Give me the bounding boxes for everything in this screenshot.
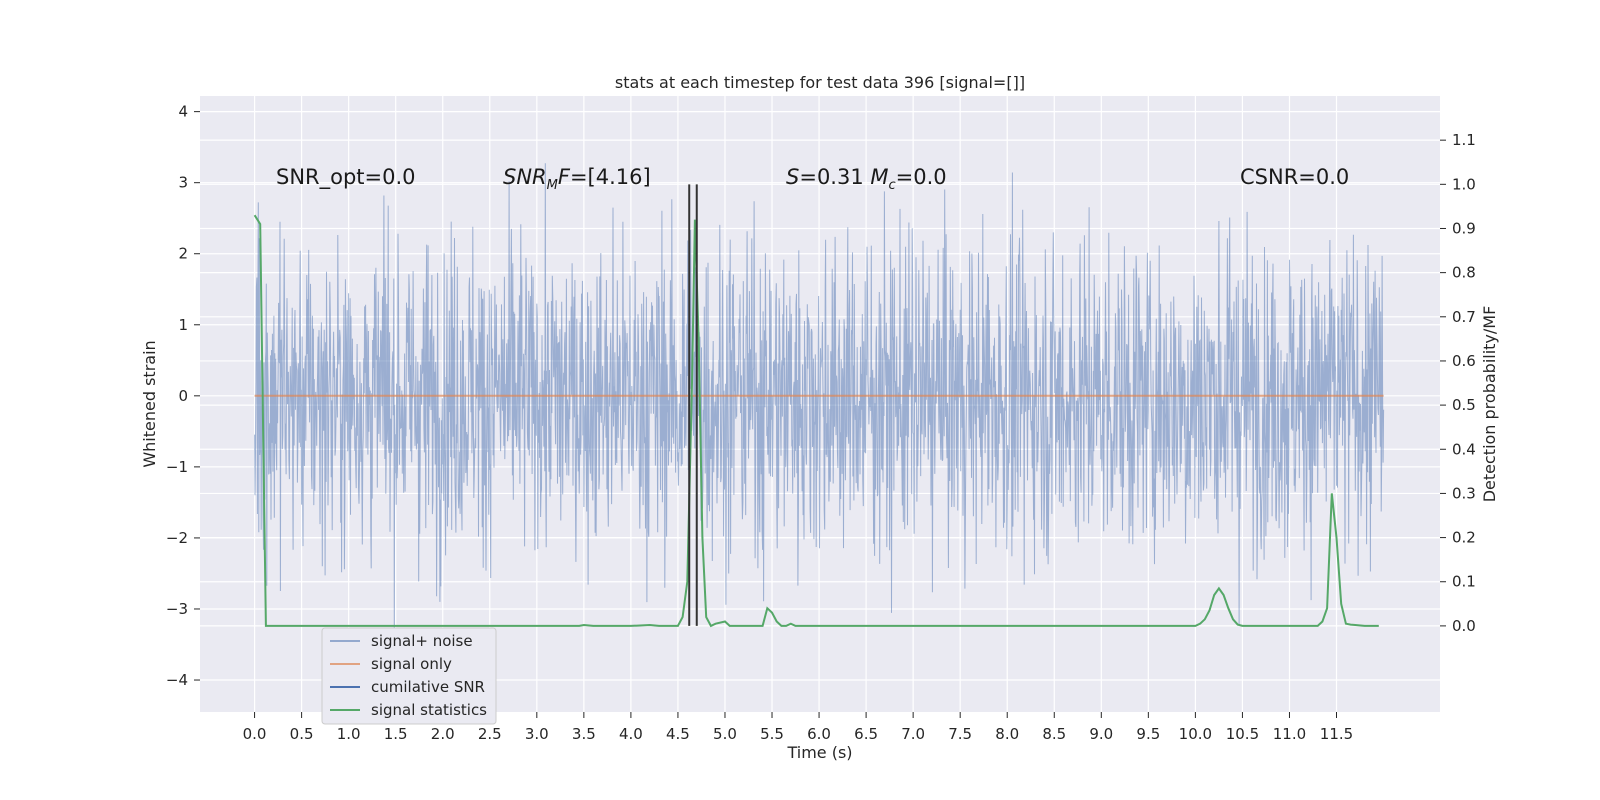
y2-tick-label: 0.6 xyxy=(1452,352,1476,370)
x-tick-label: 2.5 xyxy=(478,725,502,743)
x-tick-label: 11.0 xyxy=(1273,725,1306,743)
grid-lines xyxy=(200,96,1440,712)
x-tick-label: 10.5 xyxy=(1226,725,1259,743)
x-tick-label: 4.0 xyxy=(619,725,643,743)
annotation-s-mc: S=0.31 Mc=0.0 xyxy=(786,165,947,193)
y2-tick-label: 0.8 xyxy=(1452,264,1476,282)
legend-label-signal-only: signal only xyxy=(371,655,452,673)
x-tick-label: 1.0 xyxy=(337,725,361,743)
y2-tick-label: 0.3 xyxy=(1452,484,1476,502)
tick-labels: 0.0 0.5 1.0 1.5 2.0 2.5 3.0 3.5 4.0 4.5 5.0 5.5 6.0 6… xyxy=(166,103,1476,743)
legend-label-signal-noise: signal+ noise xyxy=(371,632,473,650)
x-tick-label: 1.5 xyxy=(384,725,408,743)
x-tick-label: 2.0 xyxy=(431,725,455,743)
x-tick-label: 9.0 xyxy=(1089,725,1113,743)
annotation-snr-opt: SNR_opt=0.0 xyxy=(276,165,416,190)
x-tick-label: 7.0 xyxy=(901,725,925,743)
y2-tick-label: 0.0 xyxy=(1452,617,1476,635)
y-axis-label: Whitened strain xyxy=(140,340,159,467)
line-series xyxy=(253,214,1384,628)
y-tick-label: 1 xyxy=(178,316,188,334)
x-tick-label: 0.0 xyxy=(243,725,267,743)
x-tick-label: 8.0 xyxy=(995,725,1019,743)
y-tick-label: 2 xyxy=(178,245,188,263)
x-tick-label: 3.5 xyxy=(572,725,596,743)
x-tick-label: 8.5 xyxy=(1042,725,1066,743)
x-tick-label: 3.0 xyxy=(525,725,549,743)
y2-tick-label: 0.1 xyxy=(1452,573,1476,591)
y-tick-label: 0 xyxy=(178,387,188,405)
y-tick-label: 3 xyxy=(178,174,188,192)
x-tick-label: 5.5 xyxy=(760,725,784,743)
y-tick-label: 4 xyxy=(178,103,188,121)
signal-statistics-line xyxy=(253,214,1379,628)
x-tick-label: 9.5 xyxy=(1136,725,1160,743)
y-tick-label: −3 xyxy=(166,600,188,618)
y2-tick-label: 0.5 xyxy=(1452,396,1476,414)
y2-tick-label: 0.4 xyxy=(1452,440,1476,458)
annotation-snr-mf: SNRMF=[4.16] xyxy=(503,165,651,193)
y-tick-label: −2 xyxy=(166,529,188,547)
signal-noise-line xyxy=(254,163,1385,638)
y-tick-label: −1 xyxy=(166,458,188,476)
x-tick-label: 7.5 xyxy=(948,725,972,743)
x-tick-label: 0.5 xyxy=(290,725,314,743)
y2-tick-label: 1.0 xyxy=(1452,175,1476,193)
chart-title: stats at each timestep for test data 396… xyxy=(615,73,1025,92)
legend-box xyxy=(321,627,497,725)
signal-noise-series xyxy=(254,163,1385,638)
y-tick-label: −4 xyxy=(166,671,188,689)
annotation-csnr: CSNR=0.0 xyxy=(1240,165,1349,189)
y2-tick-label: 1.1 xyxy=(1452,131,1476,149)
x-axis-label: Time (s) xyxy=(786,743,852,762)
x-tick-label: 5.0 xyxy=(713,725,737,743)
x-tick-label: 6.0 xyxy=(807,725,831,743)
legend-label-signal-statistics: signal statistics xyxy=(371,701,487,719)
x-tick-label: 4.5 xyxy=(666,725,690,743)
y2-axis-label: Detection probability/MF xyxy=(1480,306,1499,503)
x-tick-label: 10.0 xyxy=(1179,725,1212,743)
legend: signal+ noise signal only cumilative SNR… xyxy=(321,627,497,725)
y2-tick-label: 0.9 xyxy=(1452,219,1476,237)
y2-tick-label: 0.7 xyxy=(1452,308,1476,326)
y2-tick-label: 0.2 xyxy=(1452,529,1476,547)
legend-label-cumulative-snr: cumilative SNR xyxy=(371,678,485,696)
x-tick-label: 6.5 xyxy=(854,725,878,743)
x-tick-label: 11.5 xyxy=(1320,725,1353,743)
vertical-markers xyxy=(688,184,698,626)
